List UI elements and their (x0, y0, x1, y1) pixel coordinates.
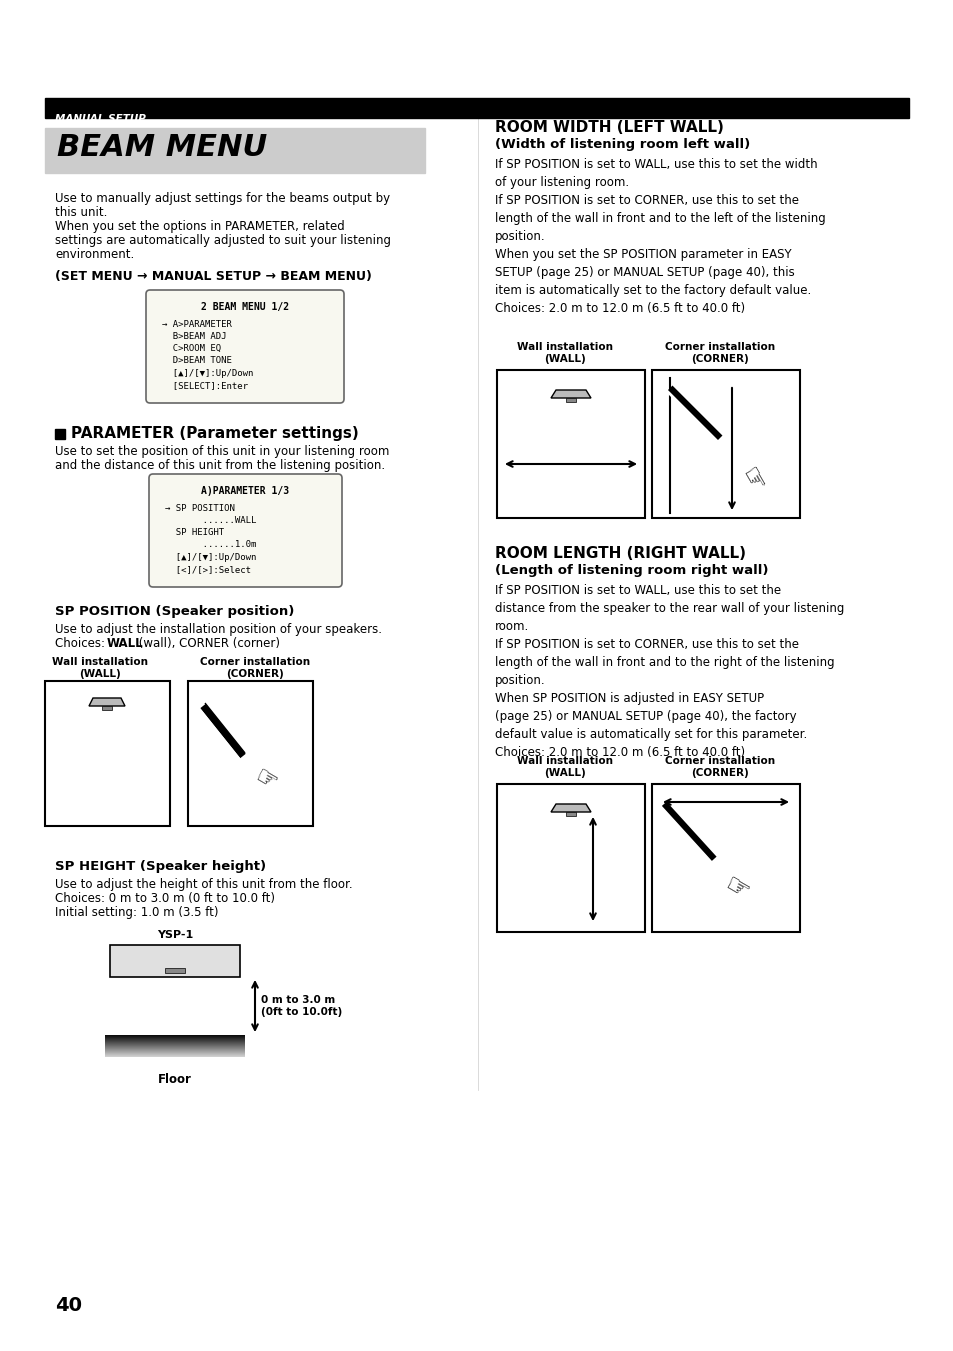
Bar (651, 784, 800, 932)
Bar (110, 944, 240, 977)
Text: A)PARAMETER 1/3: A)PARAMETER 1/3 (201, 486, 289, 496)
Bar (102, 707, 112, 711)
Text: Corner installation
(CORNER): Corner installation (CORNER) (200, 657, 310, 678)
Text: BEAM MENU: BEAM MENU (57, 132, 267, 162)
Text: Wall installation
(WALL): Wall installation (WALL) (517, 342, 613, 363)
Text: If SP POSITION is set to WALL, use this to set the width
of your listening room.: If SP POSITION is set to WALL, use this … (495, 158, 825, 315)
Text: ROOM LENGTH (RIGHT WALL): ROOM LENGTH (RIGHT WALL) (495, 546, 745, 561)
Text: Corner installation
(CORNER): Corner installation (CORNER) (664, 342, 774, 363)
Text: WALL: WALL (107, 638, 144, 650)
Bar (651, 370, 800, 517)
Bar (45, 128, 424, 173)
Text: SP POSITION (Speaker position): SP POSITION (Speaker position) (55, 605, 294, 617)
Text: If SP POSITION is set to WALL, use this to set the
distance from the speaker to : If SP POSITION is set to WALL, use this … (495, 584, 843, 759)
Text: Initial setting: 1.0 m (3.5 ft): Initial setting: 1.0 m (3.5 ft) (55, 907, 218, 919)
Bar (45, 99, 908, 118)
Text: 40: 40 (55, 1296, 82, 1315)
Text: (Width of listening room left wall): (Width of listening room left wall) (495, 138, 749, 151)
Text: MANUAL SETUP: MANUAL SETUP (55, 113, 146, 124)
Text: PARAMETER (Parameter settings): PARAMETER (Parameter settings) (71, 426, 358, 440)
Text: (SET MENU → MANUAL SETUP → BEAM MENU): (SET MENU → MANUAL SETUP → BEAM MENU) (55, 270, 372, 282)
Text: ☞: ☞ (733, 462, 769, 497)
Polygon shape (551, 804, 590, 812)
Text: When you set the options in PARAMETER, related: When you set the options in PARAMETER, r… (55, 220, 344, 232)
Text: (Length of listening room right wall): (Length of listening room right wall) (495, 563, 768, 577)
Text: ☞: ☞ (719, 870, 754, 908)
Text: ROOM WIDTH (LEFT WALL): ROOM WIDTH (LEFT WALL) (495, 120, 723, 135)
Bar (188, 681, 313, 825)
Text: Wall installation
(WALL): Wall installation (WALL) (517, 757, 613, 778)
Text: → A>PARAMETER
  B>BEAM ADJ
  C>ROOM EQ
  D>BEAM TONE
  [▲]/[▼]:Up/Down
  [SELECT: → A>PARAMETER B>BEAM ADJ C>ROOM EQ D>BEA… (162, 320, 253, 389)
Text: Choices: 0 m to 3.0 m (0 ft to 10.0 ft): Choices: 0 m to 3.0 m (0 ft to 10.0 ft) (55, 892, 274, 905)
Text: Corner installation
(CORNER): Corner installation (CORNER) (664, 757, 774, 778)
Bar (565, 812, 576, 816)
Text: Use to set the position of this unit in your listening room: Use to set the position of this unit in … (55, 444, 389, 458)
Text: and the distance of this unit from the listening position.: and the distance of this unit from the l… (55, 459, 385, 471)
Text: Use to manually adjust settings for the beams output by: Use to manually adjust settings for the … (55, 192, 390, 205)
Text: Wall installation
(WALL): Wall installation (WALL) (52, 657, 148, 678)
Bar (497, 370, 644, 517)
Text: ☞: ☞ (250, 765, 281, 797)
Text: Floor: Floor (158, 1073, 192, 1086)
Text: YSP-1: YSP-1 (156, 929, 193, 940)
FancyBboxPatch shape (146, 290, 344, 403)
Text: settings are automatically adjusted to suit your listening: settings are automatically adjusted to s… (55, 234, 391, 247)
Text: environment.: environment. (55, 249, 134, 261)
Bar (565, 399, 576, 403)
Text: this unit.: this unit. (55, 205, 108, 219)
Text: 0 m to 3.0 m
(0ft to 10.0ft): 0 m to 3.0 m (0ft to 10.0ft) (261, 996, 342, 1017)
Bar (55, 430, 65, 439)
FancyBboxPatch shape (149, 474, 341, 586)
Text: Use to adjust the installation position of your speakers.: Use to adjust the installation position … (55, 623, 381, 636)
Polygon shape (89, 698, 125, 707)
Bar (45, 681, 170, 825)
Text: → SP POSITION
       ......WALL
  SP HEIGHT
       ......1.0m
  [▲]/[▼]:Up/Down
: → SP POSITION ......WALL SP HEIGHT .....… (165, 504, 256, 574)
Polygon shape (551, 390, 590, 399)
Text: Choices:: Choices: (55, 638, 109, 650)
Bar (165, 969, 185, 973)
Text: 2 BEAM MENU 1/2: 2 BEAM MENU 1/2 (201, 303, 289, 312)
Text: SP HEIGHT (Speaker height): SP HEIGHT (Speaker height) (55, 861, 266, 873)
Text: (wall), CORNER (corner): (wall), CORNER (corner) (135, 638, 280, 650)
Bar (497, 784, 644, 932)
Text: Use to adjust the height of this unit from the floor.: Use to adjust the height of this unit fr… (55, 878, 353, 892)
